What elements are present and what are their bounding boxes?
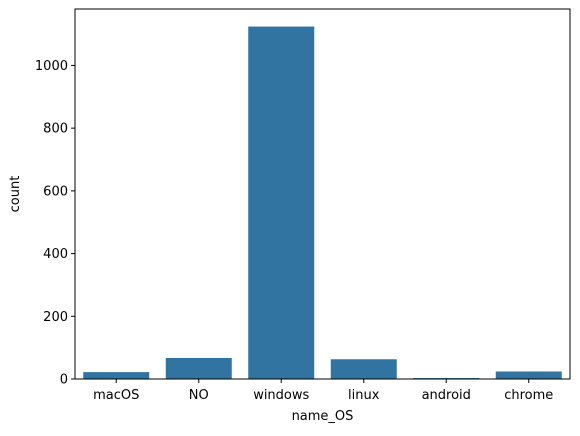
bar-no — [165, 357, 232, 379]
y-axis-label: count — [8, 176, 23, 213]
x-axis-label: name_OS — [292, 409, 354, 424]
bar-linux — [330, 359, 397, 379]
bar-windows — [248, 26, 315, 379]
plot-frame — [74, 8, 571, 380]
bar-macos — [83, 372, 150, 379]
x-tick-label: macOS — [93, 388, 139, 403]
x-axis-ticks: macOS NO windows linux android chrome — [93, 379, 553, 403]
y-tick-label: 800 — [43, 122, 68, 137]
bar-chrome — [495, 371, 562, 379]
y-tick-label: 0 — [60, 373, 68, 388]
y-tick-label: 400 — [43, 247, 68, 262]
y-tick-label: 1000 — [35, 59, 68, 74]
y-tick-label: 600 — [43, 184, 68, 199]
y-axis-ticks: 0 200 400 600 800 1000 — [35, 59, 75, 388]
x-tick-label: windows — [253, 388, 309, 403]
x-tick-label: chrome — [504, 388, 553, 403]
y-tick-label: 200 — [43, 310, 68, 325]
bars-layer — [83, 26, 562, 379]
x-tick-label: android — [422, 388, 471, 403]
x-tick-label: linux — [348, 388, 380, 403]
x-tick-label: NO — [189, 388, 209, 403]
